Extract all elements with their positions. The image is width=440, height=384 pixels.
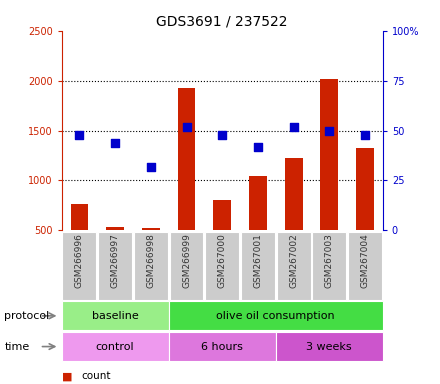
Text: ■: ■ [62, 371, 72, 381]
Bar [356, 147, 374, 230]
Bar [142, 228, 160, 230]
Bar [320, 79, 338, 230]
Point [76, 131, 83, 137]
Bar [285, 157, 303, 230]
Text: 6 hours: 6 hours [201, 341, 243, 352]
Bar [213, 200, 231, 230]
Point [219, 131, 226, 137]
Point [254, 144, 261, 150]
Point [112, 139, 119, 146]
Point [326, 127, 333, 134]
Point [147, 164, 154, 170]
Text: count: count [81, 371, 111, 381]
Text: 3 weeks: 3 weeks [306, 341, 352, 352]
Text: protocol: protocol [4, 311, 50, 321]
Text: control: control [96, 341, 135, 352]
Text: time: time [4, 341, 29, 352]
Title: GDS3691 / 237522: GDS3691 / 237522 [157, 14, 288, 28]
Bar [106, 227, 124, 230]
Bar [70, 204, 88, 230]
Point [361, 131, 368, 137]
Bar [178, 88, 195, 230]
Text: baseline: baseline [92, 311, 139, 321]
Point [290, 124, 297, 130]
Text: olive oil consumption: olive oil consumption [216, 311, 335, 321]
Point [183, 124, 190, 130]
Bar [249, 177, 267, 230]
